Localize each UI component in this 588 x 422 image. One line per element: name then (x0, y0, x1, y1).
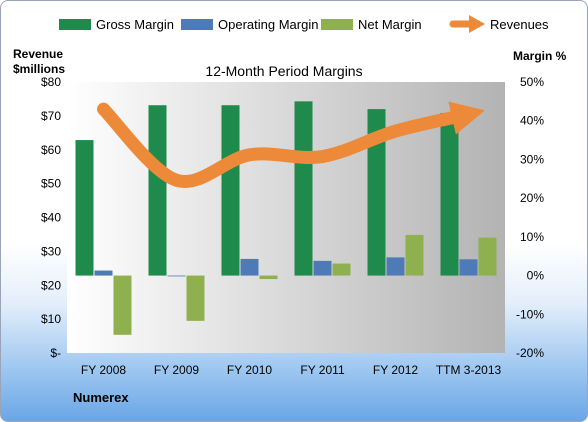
bar-net-margin-ttm-3-2013 (478, 237, 497, 276)
bar-net-margin-fy-2010 (259, 275, 278, 280)
bar-net-margin-fy-2009 (186, 275, 205, 321)
legend-swatch-net-margin (321, 19, 353, 30)
bar-gross-margin-fy-2008 (75, 140, 94, 276)
legend-label-operating-margin: Operating Margin (218, 17, 318, 32)
left-tick-label: $60 (41, 143, 61, 157)
right-tick-label: 30% (520, 152, 544, 166)
chart-title: 12-Month Period Margins (205, 63, 362, 79)
right-tick-label: 0% (527, 269, 545, 283)
bar-net-margin-fy-2008 (113, 275, 132, 335)
legend-swatch-revenues-arrow (469, 15, 485, 33)
left-axis-ticks: $- $10 $20 $30 $40 $50 $60 $70 $80 (41, 75, 61, 360)
right-tick-label: -10% (516, 307, 544, 321)
legend-label-revenues: Revenues (490, 17, 549, 32)
right-tick-label: 50% (520, 75, 544, 89)
bar-operating-margin-fy-2008 (94, 270, 113, 276)
bar-operating-margin-fy-2011 (313, 260, 332, 276)
right-axis-ticks: -20% -10% 0% 10% 20% 30% 40% 50% (516, 75, 544, 360)
bar-gross-margin-fy-2010 (221, 105, 240, 276)
right-tick-label: 20% (520, 191, 544, 205)
left-axis-label-line1: Revenue (13, 47, 63, 61)
legend-swatch-operating-margin (181, 19, 213, 30)
category-label: FY 2009 (154, 363, 199, 377)
bar-gross-margin-fy-2011 (294, 101, 313, 276)
right-tick-label: 10% (520, 230, 544, 244)
legend-swatch-gross-margin (59, 19, 91, 30)
company-label: Numerex (73, 390, 129, 405)
left-tick-label: $40 (41, 211, 61, 225)
revenue-line-group (97, 101, 485, 188)
category-label: TTM 3-2013 (436, 363, 502, 377)
left-tick-label: $30 (41, 244, 61, 258)
left-tick-label: $50 (41, 177, 61, 191)
right-axis-label: Margin % (513, 49, 567, 63)
right-tick-label: -20% (516, 346, 544, 360)
left-tick-label: $70 (41, 109, 61, 123)
bars (75, 101, 497, 335)
bar-gross-margin-fy-2009 (148, 105, 167, 276)
bar-net-margin-fy-2012 (405, 234, 424, 276)
legend-label-net-margin: Net Margin (358, 17, 422, 32)
left-tick-label: $80 (41, 75, 61, 89)
bar-operating-margin-fy-2010 (240, 258, 259, 276)
category-label: FY 2012 (373, 363, 418, 377)
bar-operating-margin-ttm-3-2013 (459, 259, 478, 276)
category-label: FY 2010 (227, 363, 272, 377)
bar-operating-margin-fy-2009 (167, 275, 186, 277)
bar-operating-margin-fy-2012 (386, 257, 405, 276)
legend: Gross Margin Operating Margin Net Margin Re… (59, 15, 549, 33)
legend-label-gross-margin: Gross Margin (96, 17, 174, 32)
left-tick-label: $10 (41, 312, 61, 326)
bar-gross-margin-ttm-3-2013 (440, 112, 459, 276)
left-tick-label: $20 (41, 278, 61, 292)
bar-gross-margin-fy-2012 (367, 109, 386, 276)
category-label: FY 2011 (300, 363, 345, 377)
left-axis-label-line2: $millions (13, 62, 65, 76)
left-tick-label: $- (50, 346, 61, 360)
bar-net-margin-fy-2011 (332, 263, 351, 276)
category-labels: FY 2008 FY 2009 FY 2010 FY 2011 FY 2012 TTM 3… (81, 363, 502, 377)
category-label: FY 2008 (81, 363, 126, 377)
right-tick-label: 40% (520, 114, 544, 128)
revenue-line (97, 101, 485, 188)
